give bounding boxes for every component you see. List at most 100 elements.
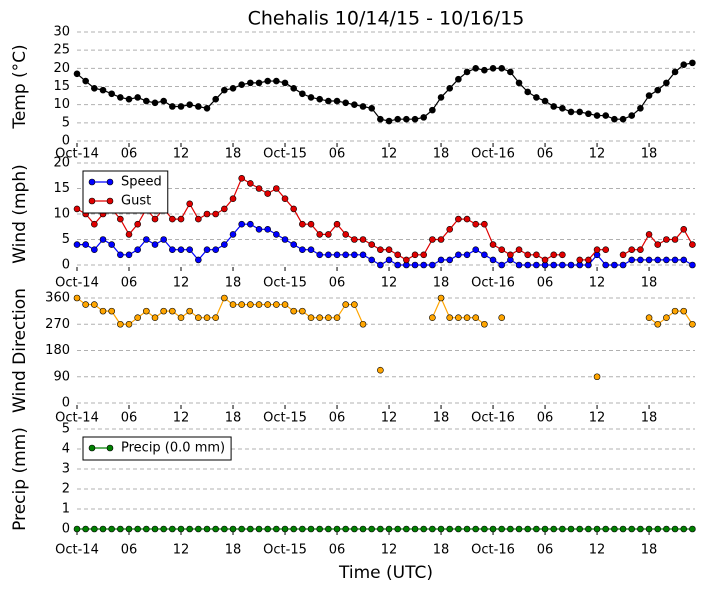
legend-swatch — [106, 178, 114, 186]
data-point — [576, 525, 584, 533]
x-tick-label: Oct-15 — [263, 411, 307, 426]
data-point — [342, 525, 349, 533]
data-point — [91, 301, 98, 308]
data-point — [351, 251, 358, 259]
data-point — [73, 205, 81, 213]
data-point — [307, 220, 315, 228]
data-point — [117, 94, 124, 101]
y-tick-label: 15 — [53, 181, 70, 196]
data-point — [593, 246, 601, 253]
data-point — [403, 525, 410, 533]
data-point — [325, 97, 332, 105]
data-point — [229, 231, 237, 238]
data-point — [463, 251, 471, 259]
data-point — [611, 525, 618, 533]
data-point — [342, 231, 349, 238]
data-point — [247, 301, 254, 308]
data-point — [403, 256, 410, 264]
legend-swatch — [88, 444, 96, 452]
data-point — [221, 205, 228, 213]
data-point — [134, 220, 141, 228]
data-point — [463, 314, 471, 321]
data-point — [689, 59, 696, 67]
data-point — [576, 108, 584, 116]
data-point — [429, 261, 436, 269]
x-tick-label: 12 — [173, 276, 190, 291]
data-point — [212, 210, 219, 218]
data-point — [255, 79, 263, 87]
data-point — [524, 525, 532, 533]
data-point — [663, 79, 670, 87]
data-point — [481, 66, 488, 74]
data-point — [394, 115, 402, 123]
data-point — [108, 241, 115, 248]
data-point — [550, 525, 558, 533]
data-point — [533, 261, 540, 269]
data-point — [117, 320, 124, 328]
data-point — [437, 294, 445, 302]
data-point — [169, 103, 176, 110]
data-point — [680, 61, 688, 68]
data-point — [82, 241, 89, 248]
data-point — [264, 226, 271, 233]
x-tick-label: Oct-14 — [55, 276, 99, 291]
data-point — [498, 261, 506, 269]
y-tick-label: 15 — [53, 79, 70, 94]
data-point — [82, 77, 89, 85]
data-point — [255, 226, 263, 233]
data-point — [550, 251, 558, 259]
data-point — [628, 246, 636, 253]
y-tick-label: 5 — [62, 422, 70, 437]
x-tick-label: 12 — [173, 543, 190, 558]
data-point — [290, 241, 297, 248]
x-tick-label: Oct-16 — [471, 276, 515, 291]
y-tick-label: 10 — [53, 97, 70, 112]
data-point — [645, 92, 653, 99]
data-point — [221, 525, 228, 533]
data-point — [91, 85, 98, 92]
data-point — [125, 525, 133, 533]
data-point — [654, 86, 662, 94]
data-point — [203, 210, 211, 218]
data-point — [307, 94, 315, 101]
y-tick-label: 5 — [62, 232, 70, 247]
data-point — [325, 525, 332, 533]
data-point — [117, 215, 124, 223]
data-point — [273, 301, 280, 308]
x-tick-label: 06 — [329, 276, 346, 291]
data-point — [186, 307, 193, 315]
y-tick-label: 0 — [62, 134, 70, 149]
data-point — [446, 85, 454, 92]
data-point — [316, 251, 323, 259]
data-point — [455, 215, 462, 223]
data-point — [429, 236, 436, 243]
data-point — [472, 314, 480, 321]
data-point — [559, 525, 566, 533]
data-point — [680, 307, 688, 315]
data-point — [602, 246, 610, 253]
x-tick-label: 06 — [537, 276, 554, 291]
data-point — [351, 236, 358, 243]
data-point — [290, 525, 297, 533]
data-point — [117, 525, 124, 533]
data-point — [420, 251, 428, 259]
data-point — [671, 68, 679, 76]
y-tick-label: 4 — [62, 442, 70, 457]
data-point — [195, 314, 202, 321]
data-point — [377, 115, 384, 123]
data-point — [333, 314, 341, 321]
data-point — [654, 320, 662, 328]
data-point — [385, 256, 393, 264]
data-point — [229, 301, 237, 308]
data-point — [359, 525, 367, 533]
data-point — [576, 256, 584, 264]
data-point — [238, 301, 245, 308]
legend-swatch — [88, 178, 96, 186]
y-axis-label: Wind Direction — [10, 288, 30, 413]
data-point — [169, 307, 176, 315]
data-point — [585, 256, 592, 264]
data-point — [255, 185, 263, 192]
data-point — [602, 525, 610, 533]
data-point — [489, 256, 497, 264]
